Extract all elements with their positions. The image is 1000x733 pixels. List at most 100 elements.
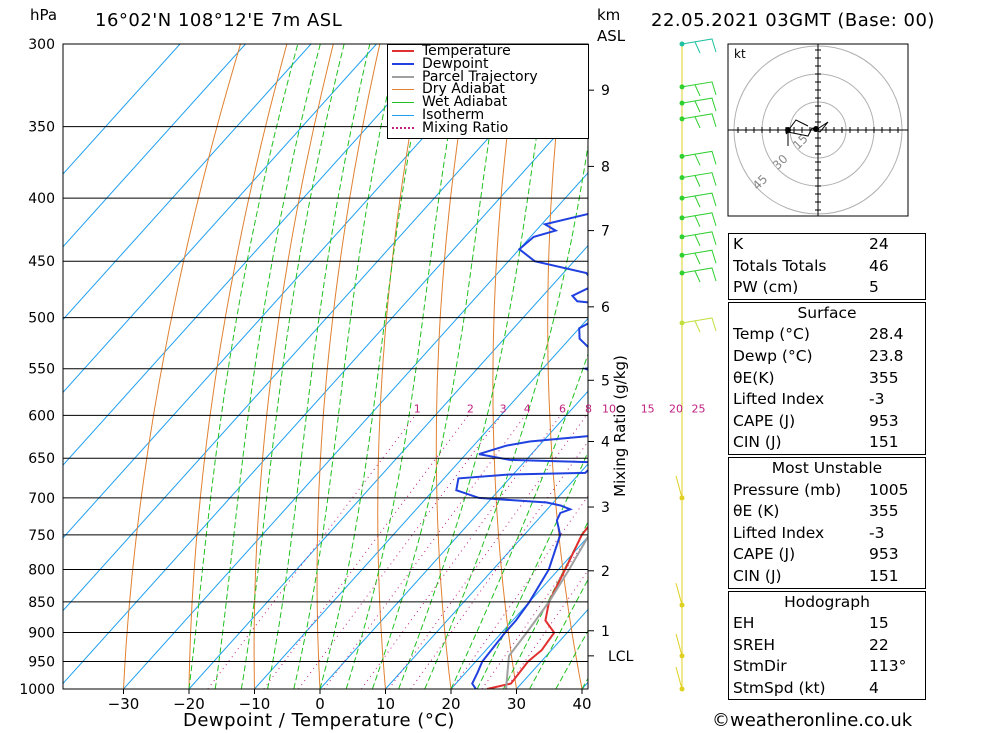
x-tick-label: 20 — [441, 695, 460, 713]
isotherm-line — [63, 99, 588, 685]
wind-barb — [681, 97, 717, 112]
dry-adiabat-line — [123, 44, 241, 689]
wind-barb-flag — [694, 100, 701, 113]
stats-key: SREH — [733, 635, 776, 654]
x-tick-label: 0 — [315, 695, 325, 713]
stats-value: 151 — [869, 566, 899, 585]
wind-barb-flag — [694, 175, 701, 187]
wind-barb-flag — [694, 234, 701, 247]
wind-barb — [675, 475, 683, 499]
wet-adiabat-line — [214, 44, 321, 689]
km-tick-label: LCL — [608, 649, 634, 665]
wind-barb-flag — [694, 270, 701, 283]
x-tick-label: −20 — [173, 695, 205, 713]
stats-row: Temp (°C) 28.4 — [729, 324, 925, 346]
stats-row: CIN (J) 151 — [729, 432, 925, 454]
dewpoint-line — [455, 212, 588, 689]
pressure-tick-label: 650 — [28, 451, 55, 467]
mixing-ratio-label: 1 — [414, 402, 421, 415]
wet-adiabat-line — [293, 44, 399, 689]
stats-value: 113° — [869, 657, 907, 676]
stats-key: CAPE (J) — [733, 411, 796, 430]
wind-barb — [681, 212, 717, 226]
wind-barb-flag — [694, 84, 701, 97]
mixing-ratio-line — [323, 415, 526, 689]
profile-lines — [455, 212, 588, 689]
isotherm-line — [123, 172, 588, 689]
stats-key: θE (K) — [733, 502, 780, 521]
dry-adiabat-line — [492, 44, 520, 689]
dry-adiabat-line — [377, 44, 427, 689]
hodograph-trace — [785, 119, 829, 137]
wet-adiabat-line — [398, 44, 551, 689]
x-tick-label: −30 — [108, 695, 140, 713]
wet-adiabat-line — [240, 44, 345, 689]
wet-adiabat-line — [502, 520, 588, 689]
wind-barb — [681, 113, 717, 128]
stats-value: -3 — [869, 523, 885, 542]
wet-adiabat-line — [476, 450, 588, 689]
legend-item-temperature: Temperature — [388, 44, 588, 58]
most-unstable-section: Most Unstable Pressure (mb) 1005 θE (K) 355 L… — [728, 456, 926, 589]
hodograph-unit: kt — [734, 47, 746, 61]
km-label: km — [597, 6, 621, 24]
mixing-ratio-label: 20 — [669, 402, 683, 415]
dry-adiabat-line — [983, 44, 1000, 689]
stats-key: StmSpd (kt) — [733, 678, 826, 697]
wind-barbs — [675, 38, 717, 692]
legend-item-mixing-ratio: Mixing Ratio — [388, 121, 588, 135]
stats-key: CIN (J) — [733, 433, 782, 452]
isotherm-line — [63, 44, 443, 466]
mixing-ratio-label: 3 — [500, 402, 507, 415]
stats-row: θE(K) 355 — [729, 368, 925, 390]
axis-labels: 1 2 3 4 6 8 10 15 20 2530035040045050055060065070… — [19, 37, 705, 713]
stats-value: 953 — [869, 545, 899, 564]
pressure-tick-label: 800 — [28, 562, 55, 578]
mixing-ratio-line — [505, 569, 588, 689]
dry-adiabat-line — [435, 44, 474, 689]
dry-adiabat-line — [937, 44, 1000, 689]
legend-item-wet-adiabat: Wet Adiabat — [388, 95, 588, 109]
stats-table: K 24 Totals Totals 46 PW (cm) 5 Surface Temp (… — [728, 233, 926, 702]
dry-adiabat-line — [652, 44, 713, 689]
pressure-tick-label: 950 — [28, 655, 55, 671]
legend-item-parcel: Parcel Trajectory — [388, 70, 588, 83]
stats-key: CIN (J) — [733, 566, 782, 585]
mixing-ratio-label: 2 — [467, 402, 474, 415]
wind-barb — [675, 582, 683, 606]
stats-key: Lifted Index — [733, 390, 825, 409]
stats-row: Lifted Index -3 — [729, 523, 925, 545]
stats-section-title: Surface — [797, 303, 857, 322]
km-tick-label: 2 — [601, 564, 610, 580]
axes — [62, 43, 594, 694]
stats-row: PW (cm) 5 — [729, 277, 925, 299]
stats-value: 24 — [869, 235, 889, 253]
stats-row: StmDir 113° — [729, 656, 925, 678]
stats-value: 46 — [869, 256, 889, 275]
km-tick-label: 4 — [601, 434, 610, 450]
wind-barb — [681, 267, 717, 282]
stats-value: 355 — [869, 368, 899, 387]
stats-row: Totals Totals 46 — [729, 256, 925, 278]
parcel-trajectory-line — [505, 534, 588, 689]
stats-value: 4 — [869, 678, 879, 697]
isotherm-line — [63, 44, 246, 248]
stats-row: EH 15 — [729, 613, 925, 635]
x-tick-label: 10 — [376, 695, 395, 713]
stats-key: Lifted Index — [733, 523, 825, 542]
x-tick-label: 30 — [507, 695, 526, 713]
wind-barb — [681, 81, 717, 96]
isotherm-line — [254, 317, 588, 689]
pressure-tick-label: 400 — [28, 191, 55, 207]
wet-adiabat-line — [424, 142, 588, 689]
hodograph-storm-marker — [813, 126, 819, 132]
stats-row: Dewp (°C) 23.8 — [729, 346, 925, 368]
mixing-ratio-line — [263, 414, 469, 689]
pressure-tick-label: 300 — [28, 37, 55, 53]
stats-row: θE (K) 355 — [729, 501, 925, 523]
pressure-tick-label: 450 — [28, 254, 55, 270]
isotherm-line — [450, 536, 588, 689]
stats-value: 1005 — [869, 480, 909, 499]
wind-barb — [681, 172, 717, 186]
mixing-ratio-label: 8 — [585, 402, 592, 415]
